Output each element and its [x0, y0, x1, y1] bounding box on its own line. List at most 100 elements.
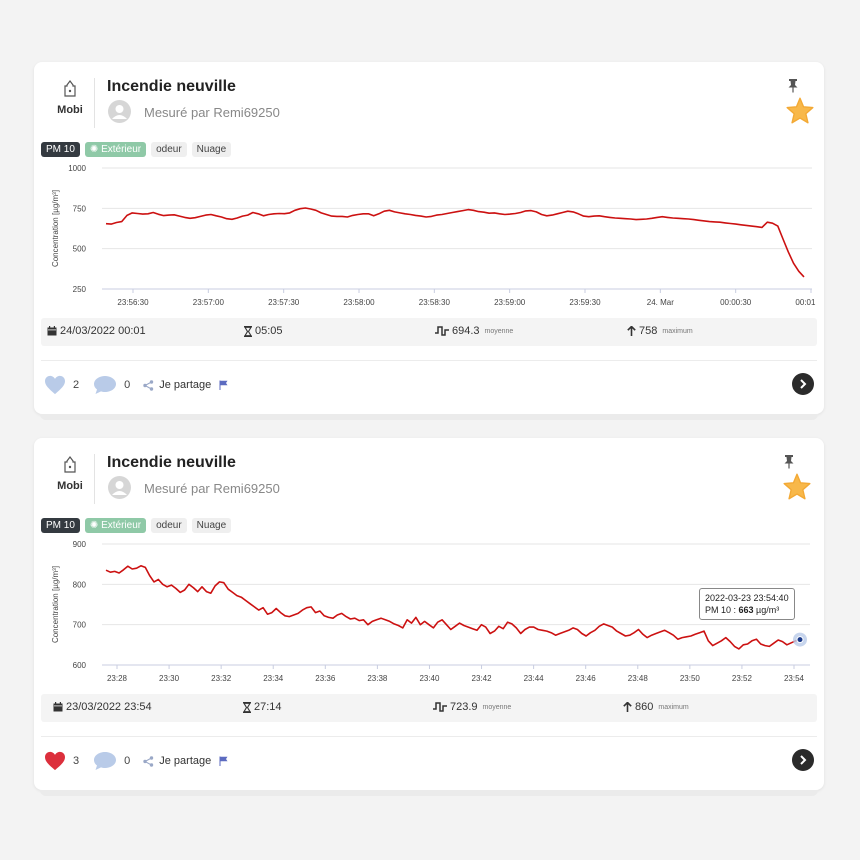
- x-tick-label: 23:32: [211, 674, 232, 683]
- stat-maximum-label: maximum: [658, 703, 689, 711]
- stat-maximum-value: 860: [635, 701, 654, 713]
- series-line: [105, 564, 801, 650]
- x-tick-label: 23:48: [628, 674, 649, 683]
- favorite-star-icon[interactable]: [786, 97, 814, 124]
- y-axis-label: Concentration [µg/m³]: [51, 566, 60, 643]
- divider: [94, 454, 95, 504]
- x-tick-label: 23:59:00: [494, 298, 526, 307]
- tooltip-time: 2022-03-23 23:54:40: [705, 593, 789, 603]
- y-tick-label: 250: [73, 285, 87, 294]
- chevron-right-icon: [800, 755, 807, 765]
- x-tick-label: 23:46: [576, 674, 597, 683]
- x-tick-label: 00:01:00: [795, 298, 816, 307]
- x-tick-label: 23:42: [472, 674, 493, 683]
- stat-date: 23/03/2022 23:54: [53, 701, 152, 713]
- stat-duration-value: 05:05: [255, 325, 283, 337]
- x-tick-label: 23:36: [315, 674, 336, 683]
- measured-by: Mesuré par Remi69250: [144, 481, 280, 496]
- arrow-up-icon: [623, 702, 632, 712]
- pin-icon[interactable]: [788, 79, 798, 93]
- y-tick-label: 600: [73, 661, 87, 670]
- stat-date: 24/03/2022 00:01: [47, 325, 146, 337]
- measurement-title[interactable]: Incendie neuville: [107, 454, 236, 471]
- measurement-title[interactable]: Incendie neuville: [107, 78, 236, 95]
- x-tick-label: 23:56:30: [117, 298, 149, 307]
- x-tick-label: 23:30: [159, 674, 180, 683]
- flag-icon: [219, 756, 228, 766]
- comment-button[interactable]: 0: [93, 751, 130, 771]
- comment-icon: [94, 376, 117, 394]
- stat-duration: 27:14: [243, 701, 282, 713]
- tooltip-label: PM 10 :: [705, 605, 739, 615]
- x-tick-label: 23:52: [732, 674, 753, 683]
- avatar[interactable]: [108, 100, 131, 123]
- chevron-right-icon: [800, 379, 807, 389]
- x-tick-label: 23:57:00: [193, 298, 225, 307]
- comment-count: 0: [124, 755, 131, 767]
- divider: [41, 736, 817, 737]
- x-tick-label: 23:58:00: [343, 298, 375, 307]
- x-tick-label: 23:44: [524, 674, 545, 683]
- y-axis-label: Concentration [µg/m³]: [51, 190, 60, 267]
- share-button[interactable]: Je partage: [143, 755, 211, 767]
- y-tick-label: 800: [73, 580, 87, 589]
- share-icon: [143, 379, 154, 391]
- outdoor-icon: ✺: [89, 520, 102, 531]
- like-button[interactable]: 3: [44, 751, 79, 771]
- x-tick-label: 23:28: [107, 674, 128, 683]
- card-shadow: [40, 414, 818, 420]
- measurement-card: Mobi Incendie neuville Mesuré par Remi69…: [34, 438, 824, 790]
- comment-button[interactable]: 0: [93, 375, 130, 395]
- card-shadow: [40, 790, 818, 796]
- stat-average-value: 723.9: [450, 701, 478, 713]
- flag-icon: [219, 380, 228, 390]
- x-tick-label: 23:54: [784, 674, 805, 683]
- report-button[interactable]: [219, 756, 228, 766]
- share-button[interactable]: Je partage: [143, 379, 211, 391]
- stats-bar: 23/03/2022 23:54 27:14 723.9 moyenne 860…: [41, 694, 817, 722]
- heart-icon: [45, 375, 65, 395]
- concentration-chart[interactable]: 900 800 700 600 Concentration [µg/m³] 23:28 23…: [42, 534, 816, 684]
- x-tick-label: 23:58:30: [419, 298, 451, 307]
- average-icon: [435, 326, 449, 336]
- tag: odeur: [151, 142, 187, 157]
- x-tick-label: 23:59:30: [569, 298, 601, 307]
- avatar[interactable]: [108, 476, 131, 499]
- hourglass-icon: [243, 701, 251, 713]
- measurement-card: Mobi Incendie neuville Mesuré par Remi69…: [34, 62, 824, 414]
- card-footer: 3 0 Je partage: [44, 749, 814, 773]
- tooltip-value: 663: [738, 605, 754, 615]
- environment-tag: ✺ Extérieur: [84, 518, 147, 533]
- stat-average-label: moyenne: [482, 703, 512, 711]
- open-details-button[interactable]: [792, 373, 814, 395]
- comment-icon: [94, 752, 117, 770]
- tag: odeur: [151, 518, 187, 533]
- y-tick-label: 700: [73, 621, 87, 630]
- calendar-icon: [47, 326, 57, 336]
- concentration-chart[interactable]: 1000 750 500 250 Concentration [µg/m³] 23:56:…: [42, 158, 816, 308]
- hover-point[interactable]: [796, 636, 804, 644]
- tooltip-unit: µg/m³: [753, 605, 780, 615]
- tag: Nuage: [191, 142, 232, 157]
- x-tick-label: 23:50: [680, 674, 701, 683]
- stat-maximum: 860 maximum: [623, 701, 689, 713]
- report-button[interactable]: [219, 380, 228, 390]
- tag-list: PM 10 ✺ Extérieur odeur Nuage: [41, 142, 232, 157]
- series-line: [105, 207, 805, 278]
- arrow-up-icon: [627, 326, 636, 336]
- favorite-star-icon[interactable]: [783, 473, 811, 500]
- stat-maximum: 758 maximum: [627, 325, 693, 337]
- average-icon: [433, 702, 447, 712]
- pin-icon[interactable]: [784, 455, 794, 469]
- stat-date-value: 23/03/2022 23:54: [66, 701, 152, 713]
- like-button[interactable]: 2: [44, 375, 79, 395]
- device-name: Mobi: [57, 480, 83, 492]
- x-tick-label: 24. Mar: [647, 298, 674, 307]
- stat-average-value: 694.3: [452, 325, 480, 337]
- x-tick-label: 23:34: [263, 674, 284, 683]
- x-tick-label: 00:00:30: [720, 298, 752, 307]
- open-details-button[interactable]: [792, 749, 814, 771]
- share-icon: [143, 755, 154, 767]
- share-label: Je partage: [159, 755, 212, 767]
- pollutant-tag: PM 10: [41, 518, 80, 533]
